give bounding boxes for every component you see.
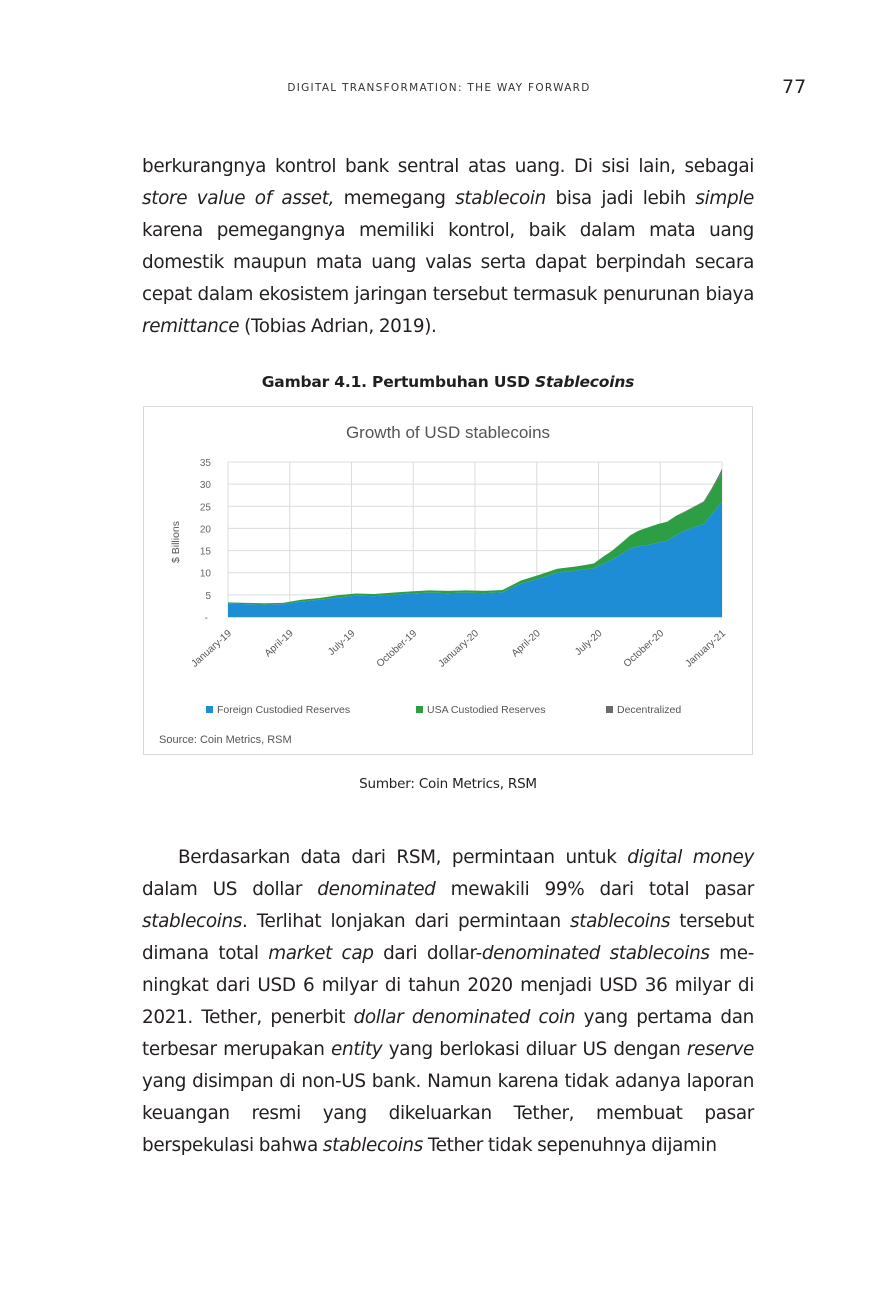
italic-term: reserve [686,1039,755,1060]
x-tick-label: January-20 [436,628,481,670]
y-tick-labels: 35 30 25 20 15 10 5 - [200,458,212,624]
x-tick-label: April-19 [263,628,296,660]
y-tick-label: 35 [200,458,212,469]
text-run: dalam US dollar [142,879,318,900]
figure-source-note: Sumber: Coin Metrics, RSM [359,776,537,792]
figure-caption: Gambar 4.1. Pertumbuhan USD Stablecoins [142,373,754,391]
italic-term: remittance [142,316,240,337]
italic-term: store value of asset, [142,188,335,209]
running-header: DIGITAL TRANSFORMATION: THE WAY FORWARD [287,82,591,94]
paragraph-1-text: berkurangnya kontrol bank sentral atas u… [142,151,754,343]
italic-term: market cap [268,943,374,964]
paragraph-2-text: Berdasarkan data dari RSM, permintaan un… [142,842,754,1162]
italic-term: entity [331,1039,383,1060]
text-run: yang disimpan di non-US bank. Namun kare… [142,1071,754,1156]
page-number: 77 [782,76,807,98]
legend-swatch [416,706,423,713]
legend-swatch [206,706,213,713]
text-run: tersebut dimana total [142,911,755,964]
italic-term: stablecoin [455,188,546,209]
y-tick-label: 25 [200,502,212,513]
y-tick-label: 15 [200,547,212,558]
text-run: Berdasarkan data dari RSM, permintaan un… [178,847,628,868]
chart-figure: Growth of USD stablecoins $ Billions 35 3… [143,406,753,755]
text-run: . Terlihat lonjakan dari permintaan [242,911,571,932]
x-tick-label: January-19 [189,628,234,670]
italic-term: stablecoins [570,911,671,932]
text-run: yang berlokasi diluar US dengan [382,1039,687,1060]
italic-term: denominated [317,879,436,900]
y-tick-label: 5 [205,591,211,602]
body-paragraph-1: berkurangnya kontrol bank sentral atas u… [142,151,754,343]
y-tick-label: 20 [200,524,212,535]
legend-label: USA Custodied Reserves [427,704,545,716]
text-run: Tether tidak sepenuhnya dijamin [422,1135,717,1156]
text-run: mewakili 99% dari total pasar [435,879,755,900]
x-tick-label: October-20 [622,628,667,670]
figure-caption-prefix: Gambar 4.1. Pertumbuhan USD [261,373,536,391]
italic-term: dollar denominated coin [353,1007,576,1028]
text-run: (Tobias Adrian, 2019). [239,316,437,337]
text-run: me- ningkat dari USD 6 milyar di tahun 2… [142,943,754,1028]
legend-label: Foreign Custodied Reserves [217,704,350,716]
chart-source: Source: Coin Metrics, RSM [159,734,292,746]
chart-title: Growth of USD stablecoins [346,423,550,442]
area-series [228,468,722,617]
text-run: dari dollar- [373,943,482,964]
italic-term: denominated stablecoins [481,943,710,964]
italic-term: digital money [627,847,754,868]
figure-caption-italic: Stablecoins [535,373,635,391]
stablecoin-growth-chart: Growth of USD stablecoins $ Billions 353… [159,423,728,746]
y-tick-label-zero: - [205,613,208,624]
x-tick-label: April-20 [510,628,543,660]
italic-term: simple [695,188,754,209]
text-run: memegang [334,188,456,209]
text-run: yang pertama dan terbesar merupakan [142,1007,754,1060]
legend-label: Decentralized [617,704,681,716]
body-paragraph-2: Berdasarkan data dari RSM, permintaan un… [142,842,754,1162]
area-foreign-custodied-reserves [228,501,722,617]
y-axis-label: $ Billions [170,521,182,563]
x-tick-label: January-21 [683,628,728,670]
y-tick-label: 30 [200,480,212,491]
text-run: berkurangnya kontrol bank sentral atas u… [142,156,754,177]
italic-term: stablecoins [322,1135,423,1156]
x-tick-label: October-19 [375,628,420,670]
x-tick-label: July-19 [326,628,358,658]
text-run: karena pemegangnya memiliki kontrol, bai… [142,220,754,305]
legend-swatch [606,706,613,713]
italic-term: stablecoins [142,911,243,932]
text-run: bisa jadi lebih [545,188,696,209]
x-tick-label: July-20 [573,628,605,658]
chart-legend: Foreign Custodied Reserves USA Custodied … [206,704,681,716]
y-tick-label: 10 [200,569,212,580]
x-tick-labels: January-19 April-19 July-19 October-19 Janua… [189,628,728,670]
